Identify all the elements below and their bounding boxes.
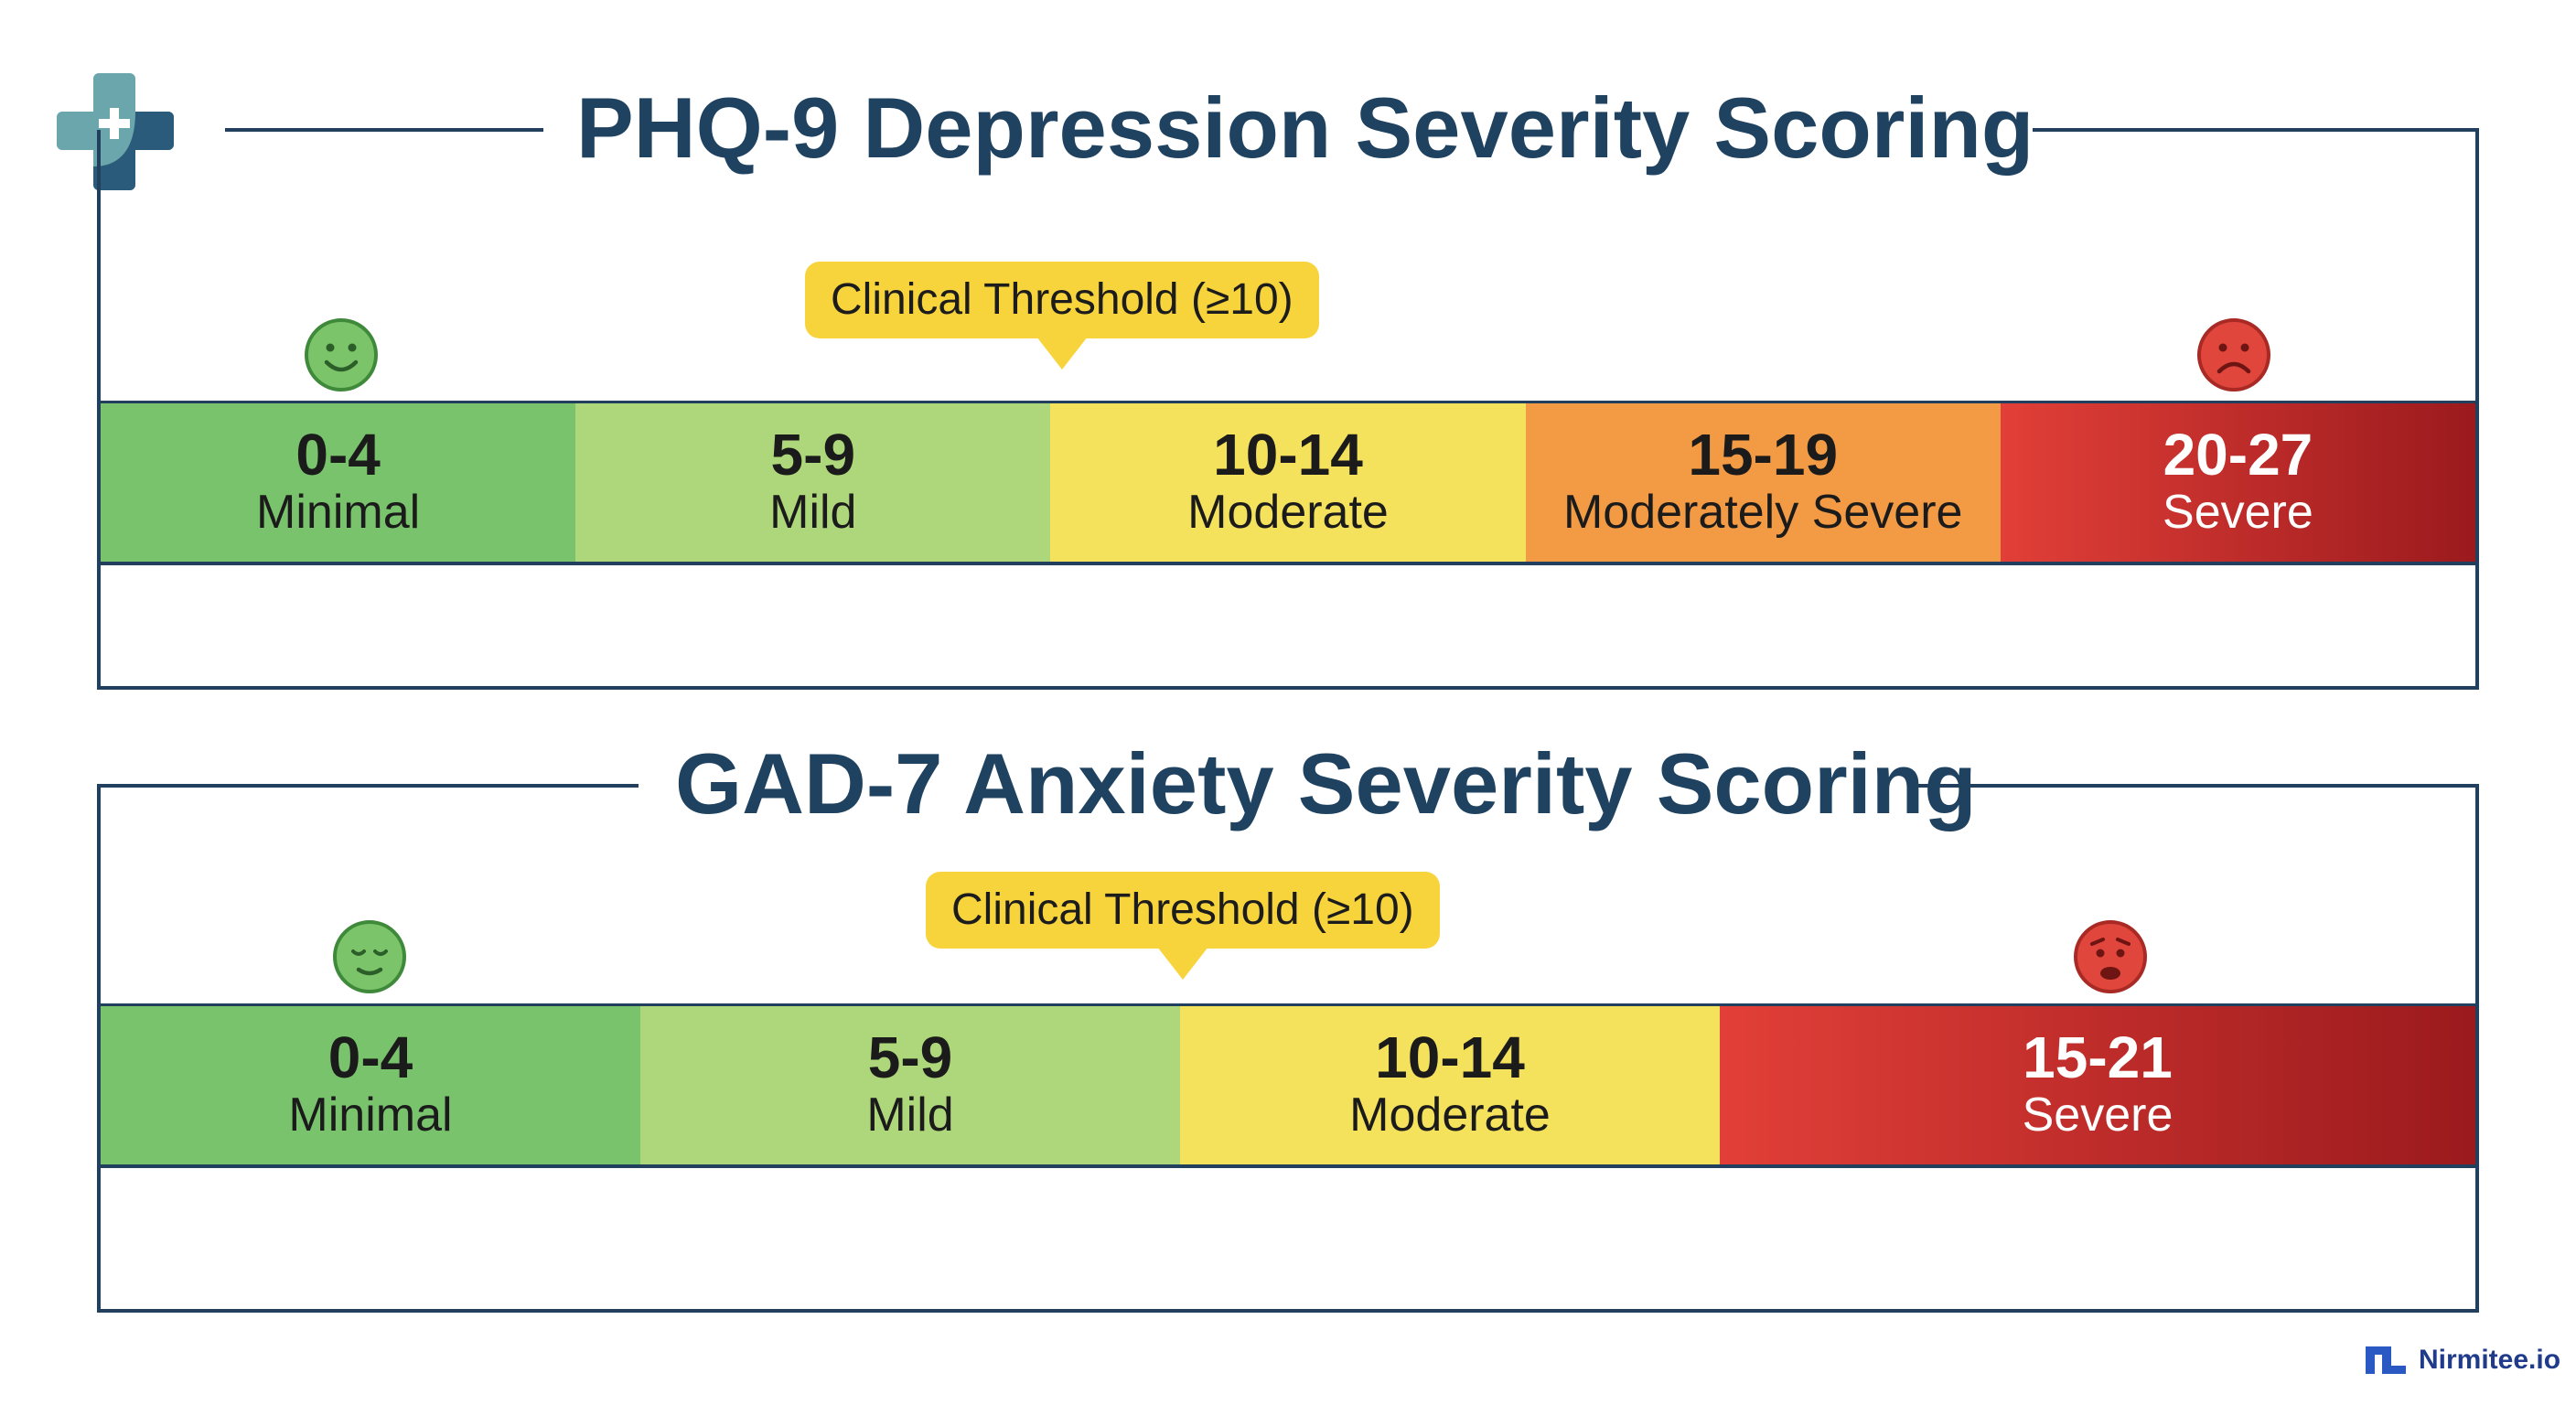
gad7-range-severe: 15-21 (2023, 1024, 2173, 1090)
phq9-range-moderate: 10-14 (1213, 422, 1363, 488)
nirmitee-mark-icon (2366, 1346, 2406, 1374)
phq9-segment-minimal: 0-4 Minimal (101, 403, 576, 562)
gad7-threshold-badge: Clinical Threshold (≥10) (926, 872, 1440, 980)
phq9-frame (97, 130, 2479, 690)
phq9-label-moderate: Moderate (1187, 486, 1389, 540)
phq9-threshold-badge: Clinical Threshold (≥10) (805, 262, 1319, 370)
gad7-label-moderate: Moderate (1349, 1089, 1551, 1142)
phq9-label-severe: Severe (2163, 486, 2313, 540)
gad7-title-rule-left (97, 784, 639, 788)
gad7-title-rule-right (1910, 784, 2479, 788)
brand-name: Nirmitee.io (2419, 1345, 2561, 1375)
phq9-range-minimal: 0-4 (295, 422, 381, 488)
phq9-segment-severe: 20-27 Severe (2000, 403, 2476, 562)
gad7-segment-moderate: 10-14 Moderate (1180, 1006, 1720, 1164)
frowning-face-icon (2197, 318, 2270, 391)
phq9-label-mild: Mild (769, 486, 857, 540)
gad7-severity-scale: 0-4 Minimal 5-9 Mild 10-14 Moderate 15-2… (101, 1003, 2475, 1168)
phq9-label-minimal: Minimal (256, 486, 421, 540)
worried-face-icon (2074, 920, 2147, 993)
phq9-range-severe: 20-27 (2163, 422, 2313, 488)
phq9-label-moderately-severe: Moderately Severe (1562, 486, 1963, 540)
brand: Nirmitee.io (2366, 1345, 2560, 1376)
gad7-segment-mild: 5-9 Mild (640, 1006, 1180, 1164)
smiling-face-icon (305, 318, 378, 391)
gad7-range-minimal: 0-4 (327, 1024, 413, 1090)
gad7-label-severe: Severe (2022, 1089, 2174, 1142)
phq9-severity-scale: 0-4 Minimal 5-9 Mild 10-14 Moderate 15-1… (101, 401, 2476, 565)
phq9-segment-moderate: 10-14 Moderate (1050, 403, 1526, 562)
medical-cross-logo-icon (57, 73, 174, 190)
phq9-title: PHQ-9 Depression Severity Scoring (576, 80, 2034, 176)
gad7-segment-severe: 15-21 Severe (1720, 1006, 2475, 1164)
phq9-range-moderately-severe: 15-19 (1688, 422, 1839, 488)
gad7-frame (97, 784, 2479, 1313)
gad7-label-minimal: Minimal (288, 1089, 453, 1142)
gad7-range-moderate: 10-14 (1375, 1024, 1525, 1090)
phq9-title-rule-left (225, 128, 543, 132)
gad7-label-mild: Mild (866, 1089, 954, 1142)
phq9-title-rule-right (2033, 128, 2479, 132)
gad7-range-mild: 5-9 (867, 1024, 953, 1090)
phq9-segment-moderately-severe: 15-19 Moderately Severe (1525, 403, 2001, 562)
phq9-range-mild: 5-9 (770, 422, 856, 488)
phq9-segment-mild: 5-9 Mild (575, 403, 1051, 562)
gad7-title: GAD-7 Anxiety Severity Scoring (675, 735, 1977, 831)
calm-face-icon (333, 920, 406, 993)
gad7-segment-minimal: 0-4 Minimal (101, 1006, 640, 1164)
